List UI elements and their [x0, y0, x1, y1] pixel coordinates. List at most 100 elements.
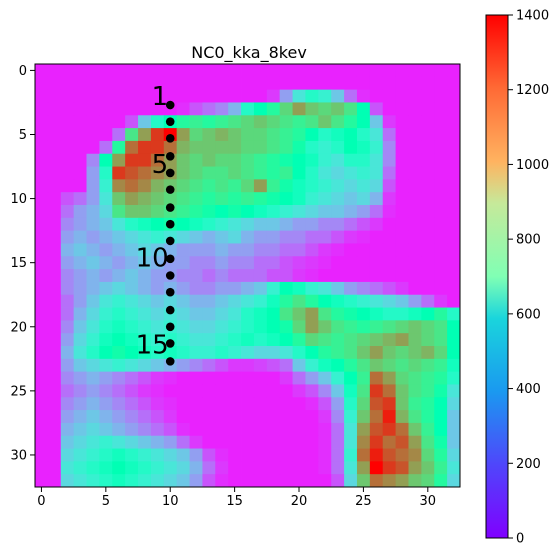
heatmap-cell — [305, 397, 319, 411]
heatmap-cell — [112, 422, 126, 437]
heatmap-cell — [60, 346, 75, 360]
heatmap-cell — [382, 307, 397, 321]
heatmap-cell — [112, 192, 126, 206]
heatmap-cell — [253, 192, 268, 206]
heatmap-cell — [189, 64, 203, 78]
heatmap-cell — [241, 384, 255, 398]
heatmap-cell — [60, 115, 75, 129]
heatmap-cell — [86, 474, 100, 488]
heatmap-cell — [434, 179, 448, 193]
colorbar-tick-label: 200 — [516, 457, 541, 472]
heatmap-cell — [163, 89, 178, 103]
scatter-point — [165, 322, 175, 332]
heatmap-cell — [253, 358, 268, 373]
x-tick-label: 20 — [291, 494, 308, 509]
heatmap-cell — [241, 448, 255, 462]
heatmap-cell — [189, 217, 203, 232]
heatmap-cell — [60, 153, 75, 167]
heatmap-cell — [344, 346, 358, 360]
heatmap-cell — [421, 371, 435, 385]
heatmap-cell — [241, 230, 255, 244]
heatmap-cell — [305, 410, 319, 424]
heatmap-cell — [73, 256, 87, 270]
heatmap-cell — [344, 358, 358, 373]
heatmap-cell — [176, 102, 190, 116]
heatmap-cell — [421, 192, 435, 206]
heatmap-cell — [382, 269, 397, 283]
heatmap-cell — [60, 422, 75, 437]
heatmap-cell — [447, 269, 461, 283]
heatmap-cell — [60, 89, 75, 103]
heatmap-cell — [369, 410, 384, 424]
heatmap-cell — [292, 294, 306, 308]
heatmap-cell — [35, 217, 49, 232]
heatmap-cell — [369, 422, 384, 437]
heatmap-cell — [305, 294, 319, 308]
colorbar-tick-label: 1200 — [516, 83, 549, 98]
heatmap-cell — [60, 371, 75, 385]
heatmap-cell — [86, 294, 100, 308]
heatmap-cell — [305, 461, 319, 475]
heatmap-cell — [176, 166, 190, 180]
heatmap-cell — [331, 461, 345, 475]
heatmap-cell — [447, 358, 461, 373]
heatmap-cell — [189, 346, 203, 360]
heatmap-cell — [408, 474, 422, 488]
heatmap-cell — [434, 384, 448, 398]
heatmap-cell — [331, 333, 345, 347]
heatmap-cell — [138, 192, 152, 206]
x-tick-label: 30 — [420, 494, 437, 509]
heatmap-cell — [138, 474, 152, 488]
heatmap-cell — [266, 474, 281, 488]
heatmap-cell — [228, 76, 242, 91]
heatmap-cell — [279, 166, 293, 180]
heatmap-cell — [318, 448, 332, 462]
heatmap-cell — [331, 320, 345, 334]
heatmap-cell — [356, 102, 371, 116]
scatter-point — [165, 185, 175, 194]
heatmap-cell — [434, 358, 448, 373]
heatmap-cell — [344, 217, 358, 232]
heatmap-cell — [125, 230, 139, 244]
heatmap-cell — [408, 243, 422, 257]
y-tick-label: 30 — [10, 448, 27, 463]
heatmap-cell — [241, 346, 255, 360]
heatmap-cell — [369, 179, 384, 193]
heatmap-cell — [86, 115, 100, 129]
heatmap-cell — [279, 397, 293, 411]
heatmap-cell — [241, 358, 255, 373]
heatmap-cell — [112, 153, 126, 167]
heatmap-cell — [447, 128, 461, 142]
heatmap-cell — [112, 205, 126, 219]
heatmap-cell — [125, 384, 139, 398]
heatmap-cell — [253, 410, 268, 424]
heatmap-cell — [125, 153, 139, 167]
heatmap-cell — [60, 230, 75, 244]
heatmap-cell — [47, 217, 62, 232]
heatmap-cell — [318, 205, 332, 219]
heatmap-cell — [47, 269, 62, 283]
heatmap-cell — [138, 76, 152, 91]
heatmap-cell — [421, 115, 435, 129]
heatmap-cell — [163, 435, 178, 449]
heatmap-cell — [266, 397, 281, 411]
heatmap-cell — [369, 140, 384, 155]
heatmap-cell — [99, 474, 113, 488]
heatmap-cell — [73, 333, 87, 347]
heatmap-cell — [215, 192, 229, 206]
heatmap-cell — [447, 346, 461, 360]
heatmap-cell — [60, 217, 75, 232]
heatmap-cell — [125, 243, 139, 257]
heatmap-cell — [60, 448, 75, 462]
heatmap-cell — [318, 294, 332, 308]
scatter-point — [165, 271, 175, 280]
heatmap-cell — [318, 371, 332, 385]
heatmap-cell — [292, 140, 306, 155]
y-tick-label: 15 — [10, 256, 27, 271]
heatmap-cell — [447, 166, 461, 180]
heatmap-cell — [202, 307, 216, 321]
heatmap-cell — [253, 230, 268, 244]
heatmap-cell — [202, 140, 216, 155]
heatmap-cell — [35, 346, 49, 360]
heatmap-cell — [253, 333, 268, 347]
